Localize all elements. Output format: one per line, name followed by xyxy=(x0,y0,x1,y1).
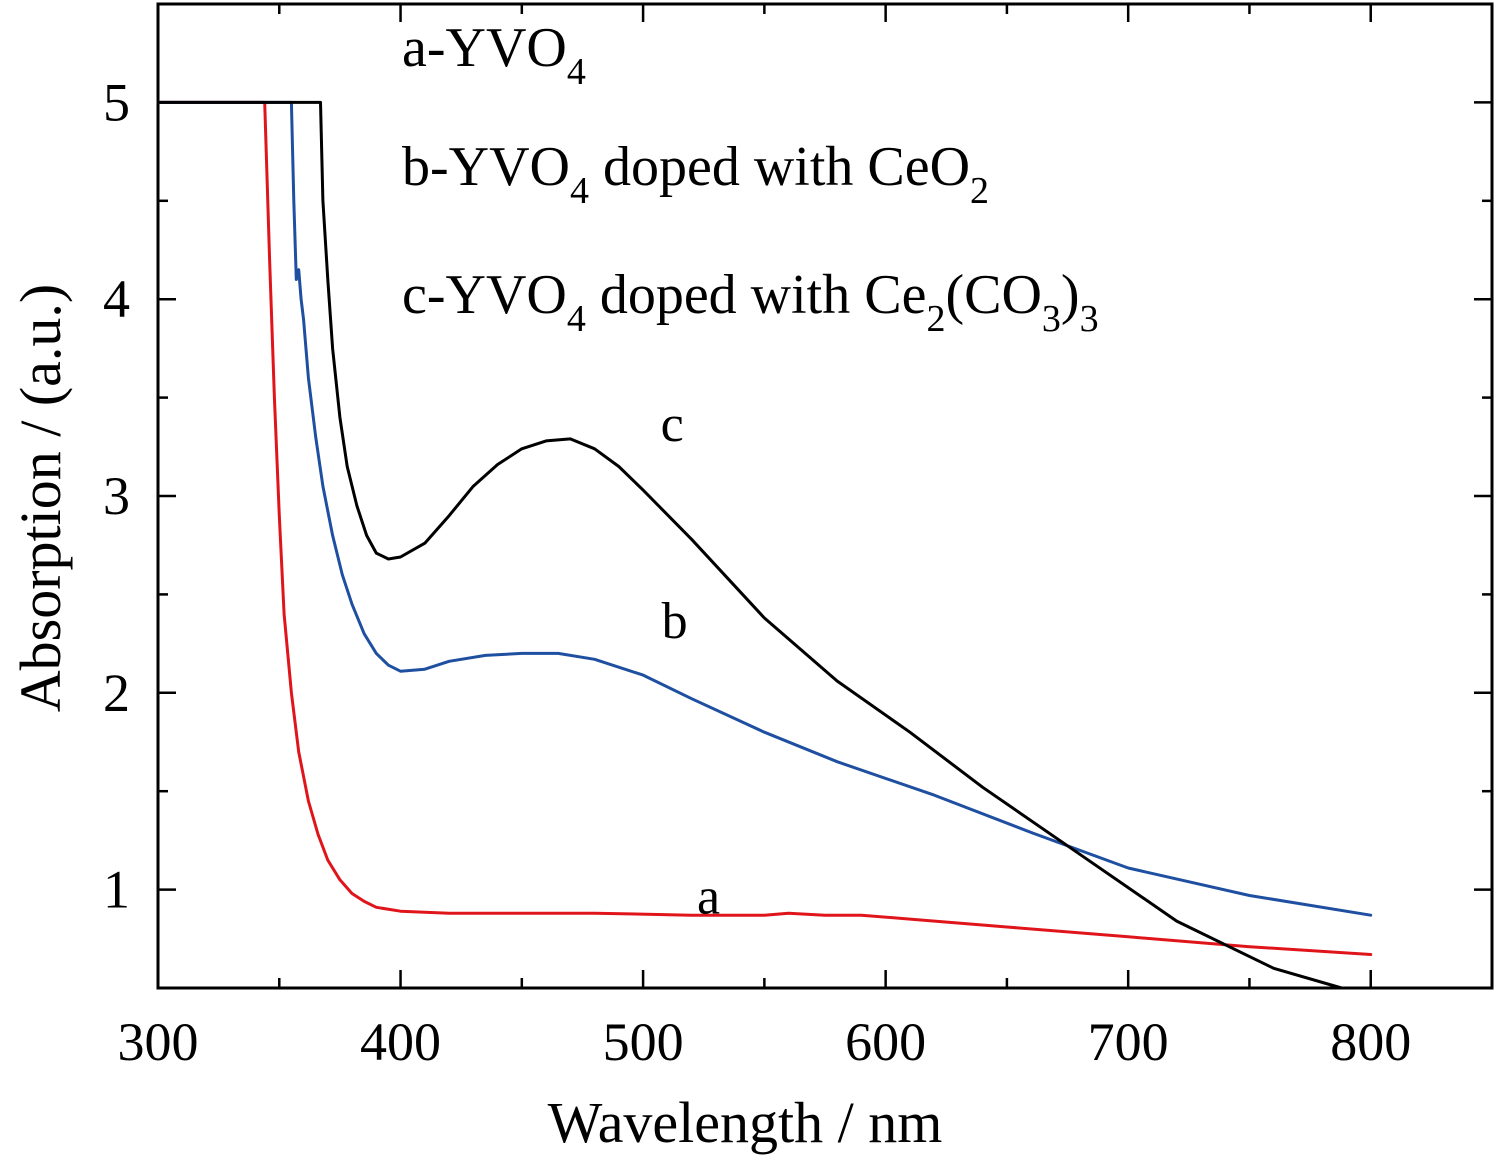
x-tick-label: 700 xyxy=(1088,1012,1169,1072)
series-label-c: c xyxy=(661,396,684,453)
y-axis-title: Absorption / (a.u.) xyxy=(8,284,73,713)
series-labels: a b c xyxy=(661,396,720,925)
x-tick-label: 300 xyxy=(118,1012,199,1072)
series-line-a xyxy=(156,100,1373,956)
series-line-c xyxy=(156,100,1344,990)
x-axis-title: Wavelength / nm xyxy=(548,1090,943,1155)
x-tick-label: 400 xyxy=(360,1012,441,1072)
y-tick-label: 1 xyxy=(103,860,130,920)
x-tick-label: 600 xyxy=(845,1012,926,1072)
y-tick-label: 4 xyxy=(103,269,130,329)
axis-ticks: 300 400 500 600 700 800 1 2 3 4 5 xyxy=(103,4,1494,1072)
y-tick-label: 2 xyxy=(103,663,130,723)
x-tick-label: 500 xyxy=(603,1012,684,1072)
series-label-a: a xyxy=(697,869,720,926)
y-tick-label: 5 xyxy=(103,72,130,132)
series-lines xyxy=(156,100,1373,990)
legend-entry: a-YVO4 xyxy=(402,17,586,93)
legend-entry: c-YVO4 doped with Ce2(CO3)3 xyxy=(402,264,1099,340)
series-line-b xyxy=(156,100,1373,917)
y-tick-label: 3 xyxy=(103,466,130,526)
x-tick-label: 800 xyxy=(1330,1012,1411,1072)
legend-entry: b-YVO4 doped with CeO2 xyxy=(402,136,989,212)
legend: a-YVO4 b-YVO4 doped with CeO2 c-YVO4 doped… xyxy=(402,17,1099,340)
series-label-b: b xyxy=(662,593,688,650)
